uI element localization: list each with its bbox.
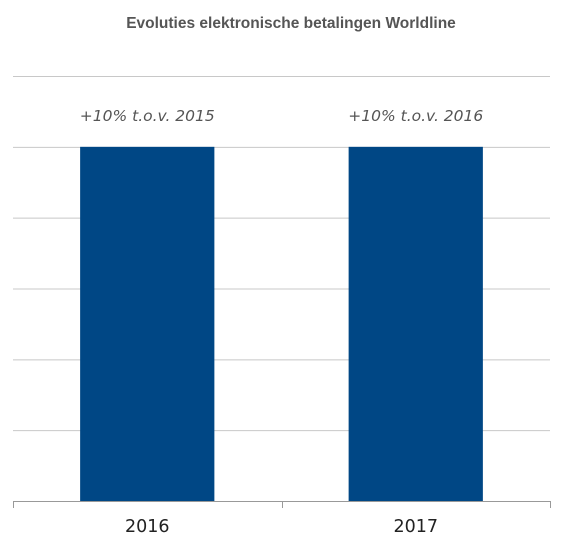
bar-2016 [80,146,215,502]
bar-annotation: +10% t.o.v. 2016 [348,107,483,125]
chart-title: Evoluties elektronische betalingen World… [126,15,456,32]
bars [80,146,483,502]
bar-2017 [348,146,483,502]
x-axis [13,501,551,508]
x-tick-label: 2017 [393,517,438,537]
bar-annotation: +10% t.o.v. 2015 [80,107,215,125]
bar-annotations: +10% t.o.v. 2015 +10% t.o.v. 2016 [80,107,484,125]
x-tick-label: 2016 [125,517,170,537]
x-tick-labels: 2016 2017 [125,517,438,537]
